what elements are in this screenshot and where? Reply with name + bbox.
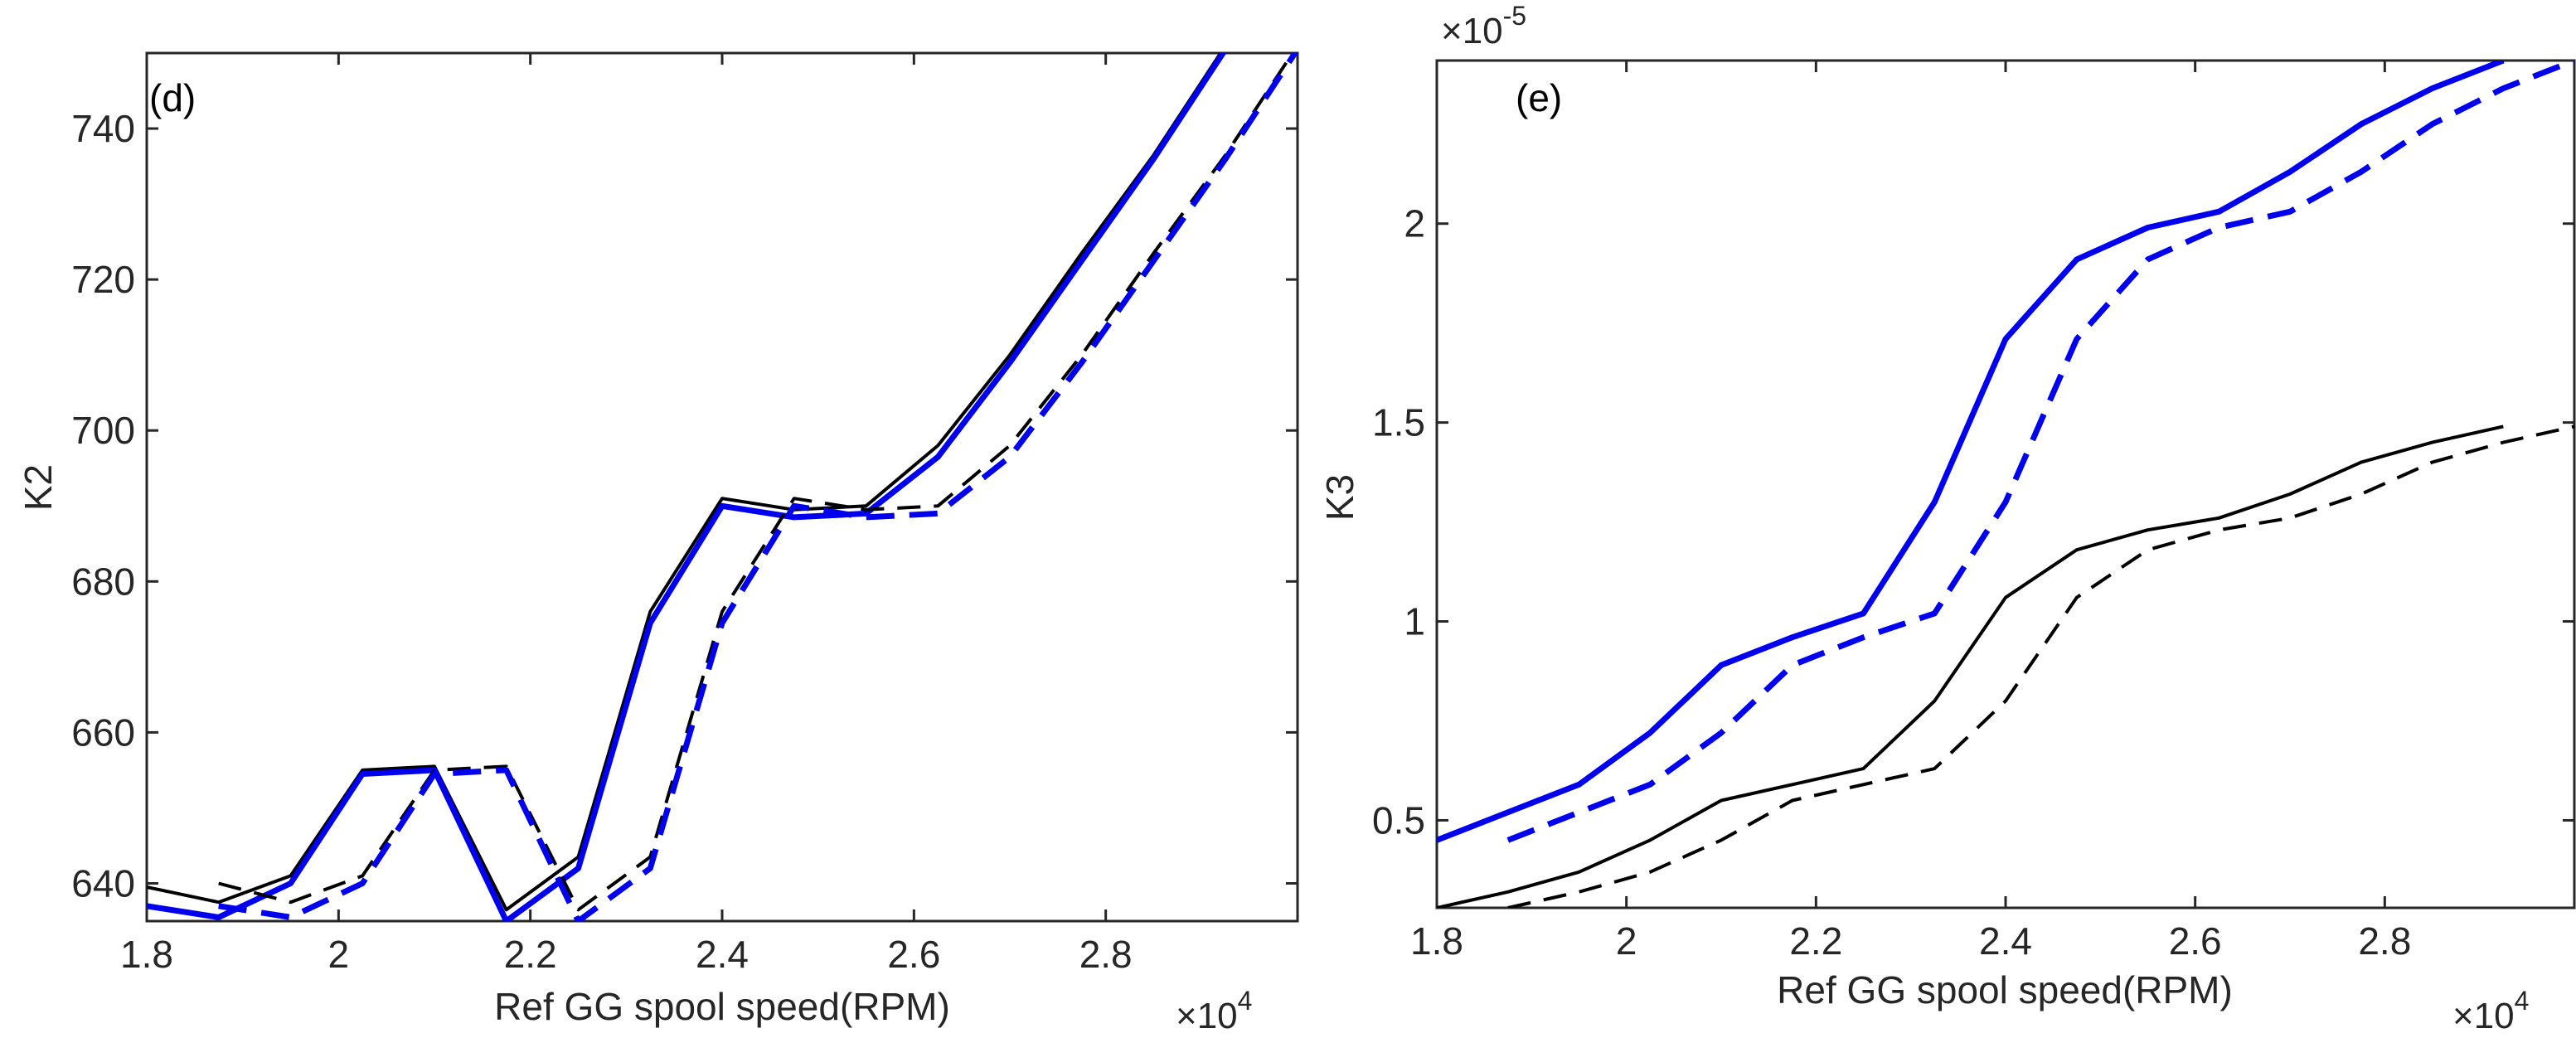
y-tick-label: 640 [71, 861, 135, 905]
y-tick-label: 1 [1404, 600, 1425, 643]
x-ticks-d: 1.8 2 2.2 2.4 2.6 2.8 [120, 53, 1133, 976]
plot-area-e [1435, 59, 2576, 909]
plot-area-d [145, 51, 1299, 923]
x-tick-label: 2.8 [2358, 919, 2411, 963]
chart-panel-e: 1.8 2 2.2 2.4 2.6 2.8 0.5 1 1.5 2 (e) Ref GG spo… [1318, 1, 2576, 1036]
series-lines-d [147, 53, 1298, 921]
x-tick-label: 2 [328, 933, 350, 976]
panel-label-d: (d) [149, 76, 196, 119]
series-lines-e [1437, 61, 2576, 908]
x-tick-label: 2.6 [2169, 919, 2222, 963]
x-axis-label-d: Ref GG spool speed(RPM) [494, 985, 950, 1028]
y-axis-label-e: K3 [1318, 474, 1361, 521]
x-tick-label: 2.8 [1079, 933, 1133, 976]
series-line-black-solid [147, 53, 1223, 912]
y-tick-label: 680 [71, 560, 135, 603]
x-axis-label-e: Ref GG spool speed(RPM) [1777, 968, 2233, 1011]
y-multiplier-base-e: ×10 [1441, 11, 1503, 51]
y-tick-label: 2 [1404, 202, 1425, 245]
x-multiplier-base-e: ×10 [2452, 996, 2515, 1036]
x-tick-label: 2.6 [887, 933, 940, 976]
y-ticks-d: 640 660 680 700 720 740 [71, 107, 1298, 905]
x-tick-label: 2.2 [504, 933, 557, 976]
y-tick-label: 660 [71, 711, 135, 754]
x-tick-label: 1.8 [120, 933, 173, 976]
x-multiplier-e: ×104 [2452, 986, 2529, 1036]
x-tick-label: 2 [1616, 919, 1637, 963]
x-multiplier-base-d: ×10 [1176, 996, 1238, 1036]
x-tick-label: 2.2 [1789, 919, 1842, 963]
y-tick-label: 1.5 [1372, 401, 1425, 444]
panel-label-e: (e) [1516, 76, 1562, 119]
series-line-blue-solid [1437, 61, 2505, 843]
x-tick-label: 1.8 [1410, 919, 1463, 963]
y-ticks-e: 0.5 1 1.5 2 [1372, 202, 2574, 842]
y-tick-label: 720 [71, 258, 135, 301]
x-tick-label: 2.4 [1979, 919, 2032, 963]
y-tick-label: 0.5 [1372, 798, 1425, 842]
x-multiplier-d: ×104 [1176, 986, 1252, 1036]
series-line-black-dashed [218, 53, 1295, 912]
x-multiplier-exp-e: 4 [2515, 986, 2530, 1016]
series-line-blue-dashed [218, 53, 1298, 921]
x-ticks-e: 1.8 2 2.2 2.4 2.6 2.8 [1410, 61, 2411, 963]
series-line-black-dashed [1507, 424, 2575, 908]
y-axis-label-d: K2 [17, 464, 60, 511]
y-multiplier-exp-e: -5 [1503, 1, 1526, 31]
series-line-blue-dashed [1506, 61, 2576, 843]
series-line-blue-solid [147, 53, 1227, 921]
y-multiplier-e: ×10-5 [1441, 1, 1526, 51]
series-line-black-solid [1437, 424, 2504, 908]
y-tick-label: 740 [71, 107, 135, 150]
x-multiplier-exp-d: 4 [1238, 986, 1253, 1016]
y-tick-label: 700 [71, 409, 135, 452]
x-tick-label: 2.4 [696, 933, 749, 976]
